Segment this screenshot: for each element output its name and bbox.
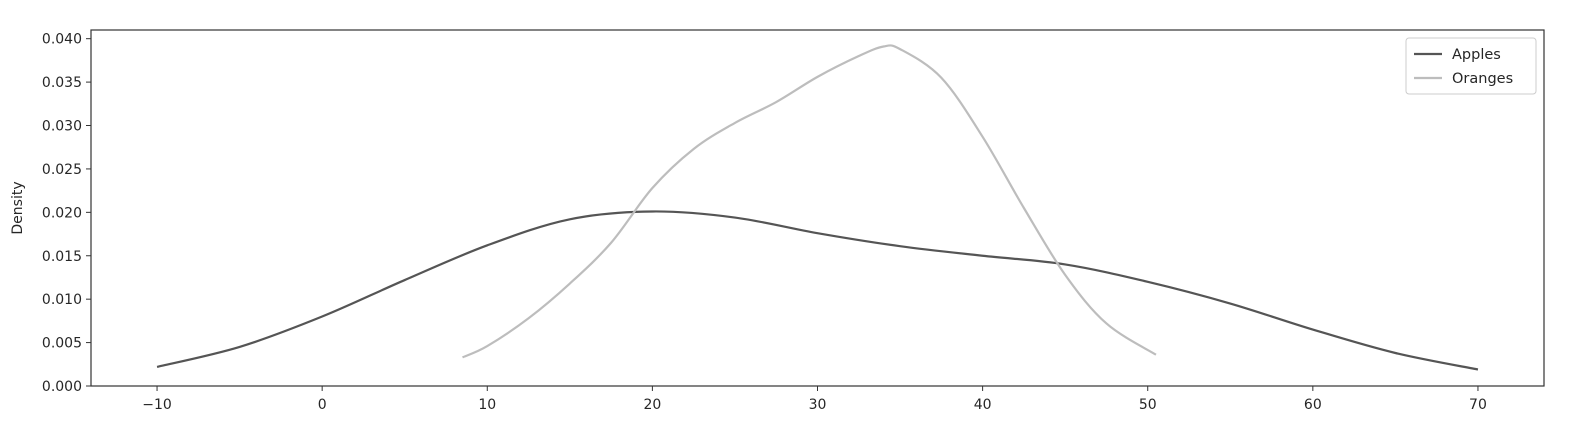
y-tick-label: 0.005 [42, 336, 82, 352]
x-tick-label: 70 [1469, 397, 1487, 413]
axes-layer: −10 0 10 20 30 40 50 60 70 0.000 0.005 0.010 0.015 0.… [42, 32, 1487, 413]
series-layer [156, 44, 1479, 371]
x-tick-label: 20 [643, 397, 661, 413]
series-line-oranges [462, 44, 1157, 359]
y-tick-label: 0.000 [42, 379, 82, 395]
y-tick-label: 0.010 [42, 292, 82, 308]
x-tick-label: 10 [478, 397, 496, 413]
x-tick-label: −10 [142, 397, 172, 413]
y-tick-label: 0.015 [42, 249, 82, 265]
series-line-apples [156, 210, 1479, 371]
x-tick-label: 50 [1139, 397, 1157, 413]
y-axis-label: Density [10, 181, 26, 234]
y-tick-label: 0.040 [42, 32, 82, 48]
y-tick-label: 0.035 [42, 75, 82, 91]
y-tick-label: 0.025 [42, 162, 82, 178]
legend-box [1405, 37, 1537, 95]
y-tick-label: 0.030 [42, 119, 82, 135]
x-tick-label: 0 [318, 397, 327, 413]
legend-label-oranges: Oranges [1452, 71, 1513, 87]
legend: Apples Oranges [1405, 37, 1537, 95]
x-tick-label: 40 [974, 397, 992, 413]
x-tick-label: 60 [1304, 397, 1322, 413]
y-tick-label: 0.020 [42, 205, 82, 221]
x-tick-label: 30 [809, 397, 827, 413]
legend-label-apples: Apples [1452, 47, 1501, 63]
